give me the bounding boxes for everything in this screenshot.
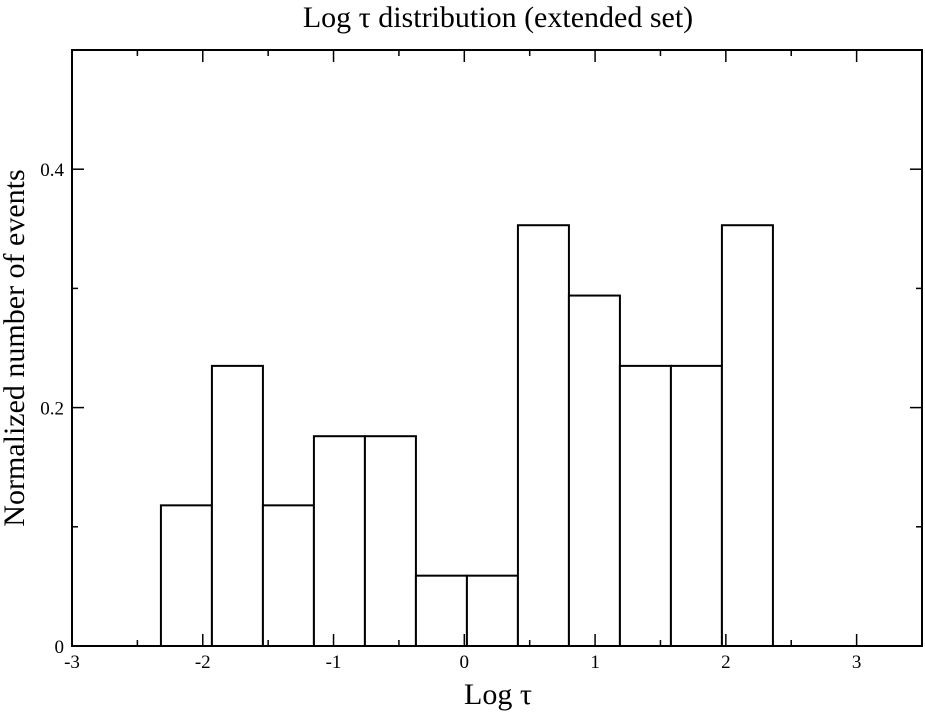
histogram-bar xyxy=(618,364,672,647)
y-tick-label: 0.4 xyxy=(40,160,64,181)
x-tick-label: -3 xyxy=(64,652,80,673)
chart-title: Log τ distribution (extended set) xyxy=(303,1,693,34)
x-axis-label: Log τ xyxy=(464,678,532,711)
axis-ticks xyxy=(71,50,922,647)
x-tick-label: 3 xyxy=(852,652,862,673)
x-tick-label: -1 xyxy=(326,652,342,673)
y-tick-labels: 0 0.2 0.4 xyxy=(40,160,64,658)
histogram-bar xyxy=(567,294,621,647)
histogram-bar xyxy=(363,435,417,648)
histogram-bar xyxy=(414,574,468,647)
y-tick-label: 0 xyxy=(55,637,65,658)
x-tick-label: -2 xyxy=(195,652,211,673)
x-tick-label: 2 xyxy=(721,652,731,673)
histogram-bar xyxy=(516,224,570,647)
x-tick-label: 1 xyxy=(590,652,600,673)
y-tick-label: 0.2 xyxy=(40,399,64,420)
plot-frame xyxy=(71,49,923,647)
x-tick-labels: -3 -2 -1 0 1 2 3 xyxy=(64,652,861,673)
histogram-bars xyxy=(159,224,774,648)
histogram-bar xyxy=(720,224,774,647)
histogram-bar xyxy=(465,574,519,647)
histogram-bar xyxy=(669,364,723,647)
histogram-bar xyxy=(261,504,315,647)
histogram-bar xyxy=(159,504,213,647)
x-tick-label: 0 xyxy=(460,652,470,673)
y-axis-label: Normalized number of events xyxy=(0,169,31,526)
histogram-bar xyxy=(312,435,366,648)
histogram-bar xyxy=(210,364,264,647)
